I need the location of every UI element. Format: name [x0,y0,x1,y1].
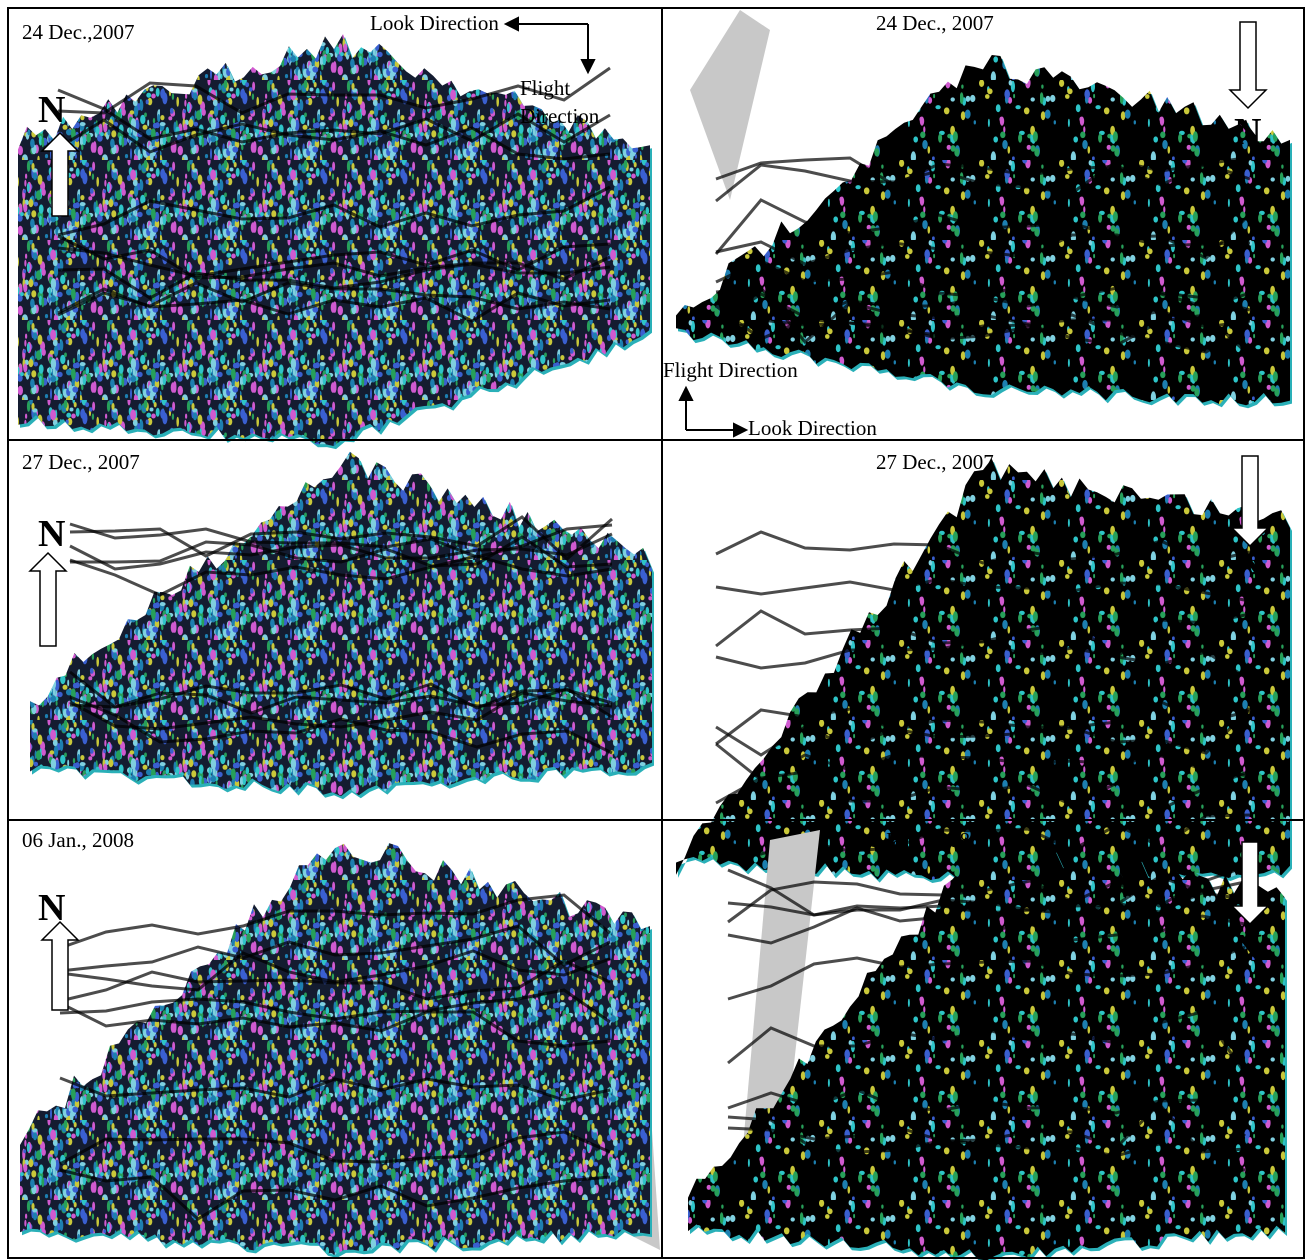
north-label: N [38,886,65,932]
figure-art [0,0,1306,1260]
look-arrow-head [734,424,746,436]
north-label: N [1234,110,1261,156]
north-arrow [30,553,66,646]
flight-arrow-head [680,388,692,400]
look-direction-label: Look Direction [370,11,499,36]
panel-date: 24 Dec.,2007 [22,20,135,45]
terrain-surface [30,452,652,797]
panel-date: 27 Dec., 2007 [22,450,140,475]
flight-arrow-head [582,60,594,72]
north-label: N [1234,926,1261,972]
north-arrow [1230,22,1266,108]
terrain-layer [18,10,1292,1260]
look-arrow-head [506,18,518,30]
figure: 24 Dec.,2007 N Look Direction Flight Dir… [0,0,1306,1260]
flight-direction-label: Flight Direction [520,74,630,131]
north-label: N [38,88,65,134]
north-arrow [1232,456,1268,546]
north-label: N [1234,540,1261,586]
flight-direction-label: Flight Direction [663,358,798,383]
look-direction-label: Look Direction [748,416,877,441]
panel-date: 06 Jan., 2008 [22,828,134,853]
terrain-surface [676,55,1290,405]
panel-date: 06 Jan., 2008 [858,828,970,853]
panel-date: 27 Dec., 2007 [876,450,994,475]
panel-date: 24 Dec., 2007 [876,11,994,36]
terrain-surface [20,843,650,1255]
terrain-shadow [690,10,770,200]
north-label: N [38,512,65,558]
